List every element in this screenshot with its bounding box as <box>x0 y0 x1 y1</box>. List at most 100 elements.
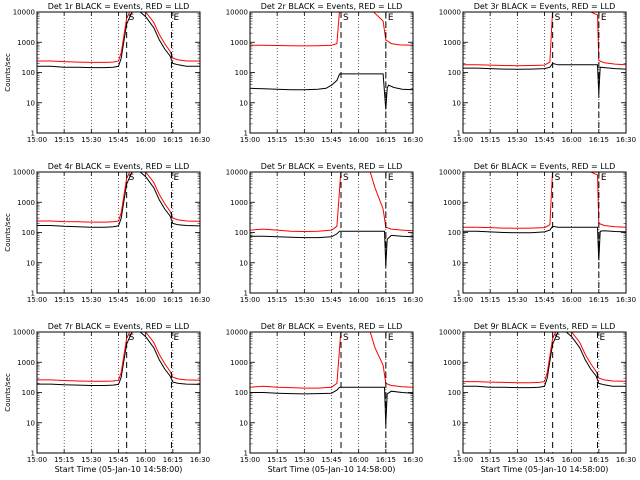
panel-title: Det 4r BLACK = Events, RED = LLD <box>48 162 190 171</box>
lld-series-line <box>37 12 200 63</box>
lld-series-line <box>463 172 626 229</box>
x-tick-label: 16:00 <box>136 456 156 464</box>
x-tick-label: 15:30 <box>81 136 101 144</box>
events-series-line <box>37 332 200 386</box>
y-tick-label: 1 <box>457 290 461 298</box>
y-tick-label: 10000 <box>13 329 35 337</box>
y-axis-label: Counts/sec <box>4 53 12 92</box>
x-tick-label: 16:00 <box>349 296 369 304</box>
detector-panel: S E 1 10 100 1000 10000 15:00 15:15 15:30 15:45 16:… <box>439 2 636 144</box>
interval-marker-label: S <box>129 173 135 183</box>
x-axis-label: Start Time (05-Jan-10 14:58:00) <box>481 465 609 474</box>
y-tick-label: 100 <box>448 69 461 77</box>
y-tick-label: 1 <box>457 130 461 138</box>
y-tick-label: 100 <box>235 69 248 77</box>
x-tick-label: 16:00 <box>136 136 156 144</box>
x-tick-label: 16:15 <box>589 456 609 464</box>
lld-series-line <box>37 172 200 223</box>
y-tick-label: 10 <box>26 419 35 427</box>
x-tick-label: 15:00 <box>27 456 47 464</box>
y-tick-label: 1000 <box>230 199 248 207</box>
y-tick-label: 10000 <box>226 169 248 177</box>
detector-panel: S E 1 10 100 1000 10000 15:00 15:15 15:30 15:45 16:… <box>226 2 423 144</box>
interval-marker-label: S <box>555 173 561 183</box>
y-tick-label: 1000 <box>443 359 461 367</box>
x-tick-label: 15:45 <box>108 136 128 144</box>
detector-panel: S E 1 10 100 1000 10000 15:00 15:15 15:30 15:45 16:… <box>226 162 423 304</box>
x-tick-label: 15:30 <box>507 136 527 144</box>
y-tick-label: 100 <box>235 229 248 237</box>
y-tick-label: 10 <box>26 99 35 107</box>
x-tick-label: 15:30 <box>507 296 527 304</box>
lld-series-line <box>463 332 626 384</box>
y-tick-label: 1 <box>244 290 248 298</box>
y-tick-label: 10 <box>239 419 248 427</box>
x-tick-label: 16:15 <box>163 456 183 464</box>
y-tick-label: 1 <box>31 450 35 458</box>
y-tick-label: 1 <box>244 130 248 138</box>
interval-marker-label: E <box>173 173 179 183</box>
x-tick-label: 16:00 <box>349 456 369 464</box>
x-tick-label: 15:15 <box>54 296 74 304</box>
x-axis-label: Start Time (05-Jan-10 14:58:00) <box>55 465 183 474</box>
y-tick-label: 10 <box>452 259 461 267</box>
x-tick-label: 16:30 <box>403 296 423 304</box>
y-tick-label: 10 <box>452 419 461 427</box>
x-tick-label: 16:15 <box>376 456 396 464</box>
y-tick-label: 1 <box>31 290 35 298</box>
y-tick-label: 100 <box>448 389 461 397</box>
x-tick-label: 15:30 <box>507 456 527 464</box>
x-tick-label: 15:00 <box>453 456 473 464</box>
x-tick-label: 15:15 <box>480 296 500 304</box>
panel-title: Det 9r BLACK = Events, RED = LLD <box>474 322 616 331</box>
interval-marker-label: S <box>129 333 135 343</box>
x-tick-label: 15:15 <box>54 136 74 144</box>
x-tick-label: 15:45 <box>321 296 341 304</box>
x-tick-label: 15:00 <box>240 136 260 144</box>
interval-marker-label: S <box>343 173 349 183</box>
x-tick-label: 15:30 <box>294 456 314 464</box>
y-tick-label: 10 <box>452 99 461 107</box>
x-tick-label: 15:45 <box>534 456 554 464</box>
interval-marker-label: E <box>388 13 394 23</box>
events-series-line <box>463 225 626 261</box>
x-tick-label: 15:30 <box>294 136 314 144</box>
panel-title: Det 2r BLACK = Events, RED = LLD <box>261 2 403 11</box>
x-tick-label: 16:15 <box>589 296 609 304</box>
interval-marker-label: S <box>555 333 561 343</box>
panel-title: Det 7r BLACK = Events, RED = LLD <box>48 322 190 331</box>
y-tick-label: 10 <box>26 259 35 267</box>
x-tick-label: 15:00 <box>453 136 473 144</box>
y-tick-label: 10000 <box>13 169 35 177</box>
x-tick-label: 15:30 <box>81 456 101 464</box>
x-axis-label: Start Time (05-Jan-10 14:58:00) <box>268 465 396 474</box>
lld-series-line <box>250 12 413 47</box>
x-tick-label: 16:15 <box>163 296 183 304</box>
x-tick-label: 15:15 <box>480 136 500 144</box>
x-tick-label: 16:30 <box>616 136 636 144</box>
x-tick-label: 16:00 <box>136 296 156 304</box>
detector-panel: S E 1 10 100 1000 10000 15:00 15:15 15:30 15:45 16:… <box>439 322 636 474</box>
interval-marker-label: E <box>173 333 179 343</box>
y-tick-label: 100 <box>22 389 35 397</box>
x-tick-label: 15:45 <box>108 296 128 304</box>
x-tick-label: 16:30 <box>190 456 210 464</box>
x-tick-label: 15:00 <box>27 136 47 144</box>
y-axis-label: Counts/sec <box>4 213 12 252</box>
y-tick-label: 100 <box>22 69 35 77</box>
x-tick-label: 15:45 <box>108 456 128 464</box>
x-tick-label: 16:00 <box>562 136 582 144</box>
interval-marker-label: S <box>555 13 561 23</box>
events-series-line <box>37 172 200 228</box>
y-tick-label: 100 <box>448 229 461 237</box>
x-tick-label: 15:00 <box>453 296 473 304</box>
events-series-line <box>463 332 626 389</box>
lld-series-line <box>250 172 413 233</box>
x-tick-label: 16:15 <box>589 136 609 144</box>
events-series-line <box>250 386 413 425</box>
detector-panel: S E 1 10 100 1000 10000 15:00 15:15 15:30 15:45 16:… <box>4 2 210 144</box>
x-tick-label: 15:30 <box>294 296 314 304</box>
interval-marker-label: S <box>343 333 349 343</box>
y-tick-label: 100 <box>22 229 35 237</box>
